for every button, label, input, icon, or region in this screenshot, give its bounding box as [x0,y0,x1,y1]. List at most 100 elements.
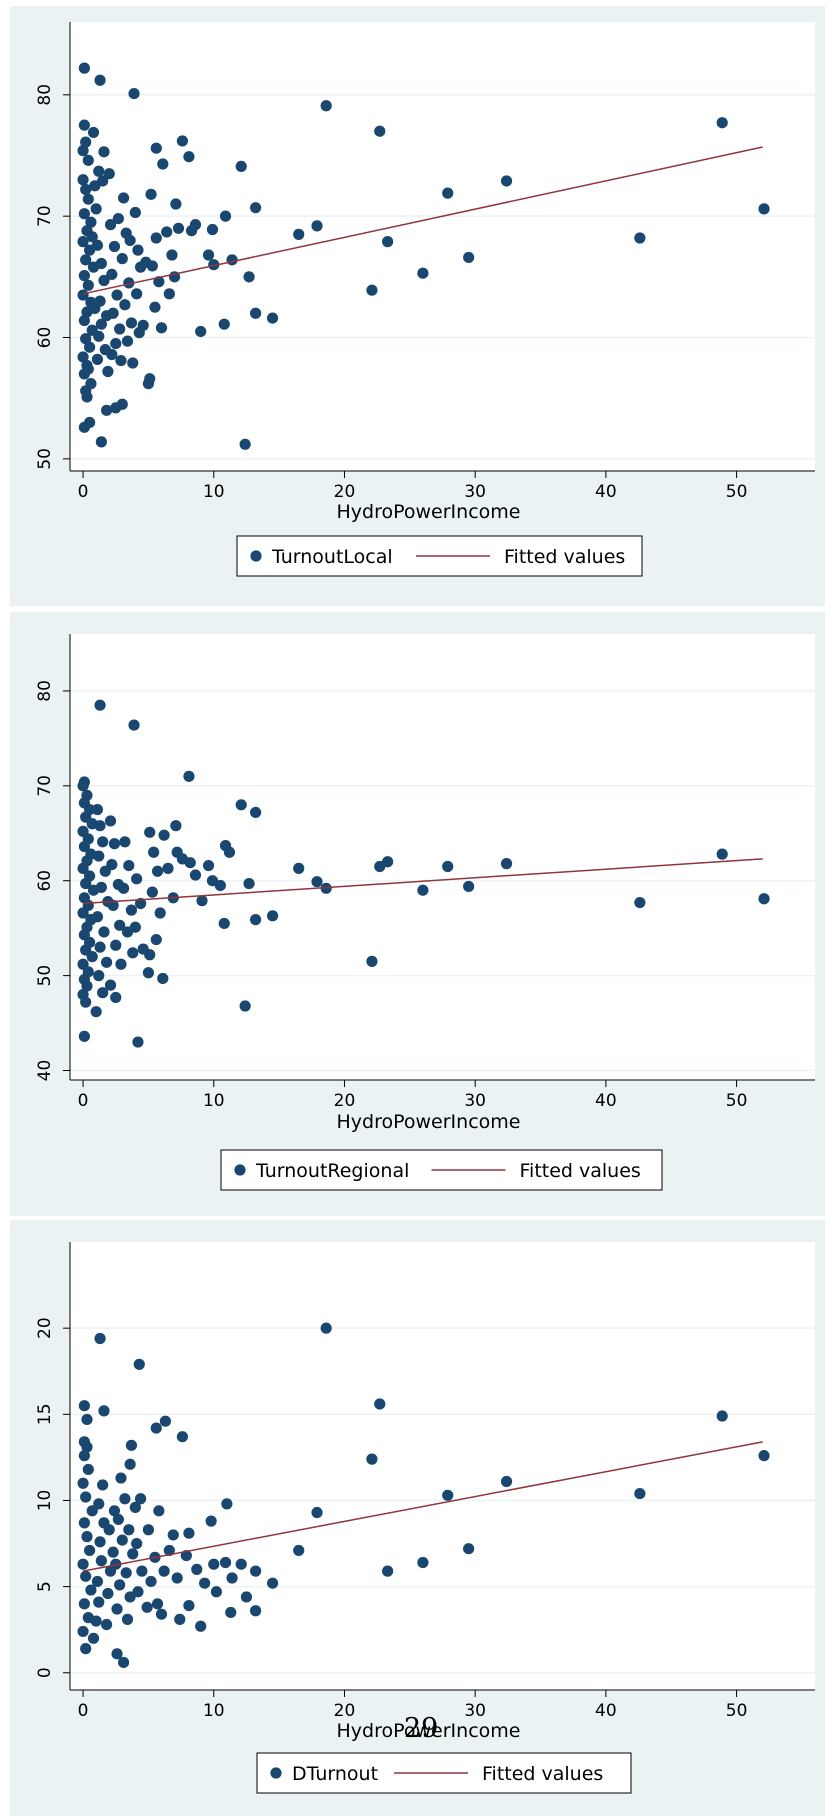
legend-label-fit: Fitted values [504,546,625,568]
data-point [311,220,323,232]
data-point [94,941,106,953]
legend-marker-points [270,1767,282,1779]
data-point [87,126,100,139]
data-point [77,289,89,301]
data-point [80,254,92,266]
data-point [129,921,141,933]
x-tick-label: 40 [595,482,617,502]
plot-area [70,1242,815,1690]
data-point [78,314,90,327]
data-point [417,1556,429,1569]
data-point [221,1498,233,1510]
data-point [78,119,90,131]
data-point [127,357,139,369]
data-point [78,62,90,74]
data-point [91,353,104,365]
data-point [442,860,454,873]
data-point [107,899,119,911]
scatter-plot-dturnout: 0 5 10 15 20 0 10 20 30 40 50 HydroPowerIncome DTurn… [35,1242,815,1794]
x-tick-label: 20 [334,482,356,502]
data-point [145,188,157,200]
data-point [100,404,113,416]
data-point [131,873,143,885]
data-point [98,1405,110,1417]
data-point [124,1458,136,1470]
data-point [93,330,105,342]
data-point [146,886,158,898]
x-tick-label: 50 [726,482,748,502]
data-point [716,1410,728,1422]
data-point [119,299,131,311]
data-point [93,165,105,177]
data-point [106,858,118,871]
data-point [500,175,513,187]
data-point [94,699,106,711]
data-point [148,846,160,858]
y-tick-label: 5 [35,1581,55,1592]
data-point [293,862,305,874]
data-point [235,1558,247,1570]
data-point [189,219,202,231]
x-tick-label: 0 [78,1091,89,1111]
data-point [110,337,122,350]
data-point [176,1431,189,1443]
data-point [81,1531,93,1543]
y-tick-label: 80 [35,84,55,106]
data-point [158,1565,170,1577]
data-point [239,438,251,450]
data-point [125,317,138,329]
data-point [82,193,94,205]
data-point [129,206,141,219]
data-point [127,947,139,959]
x-tick-label: 10 [203,482,225,502]
data-point [157,972,169,985]
data-point [235,799,247,811]
data-point [87,1632,100,1644]
x-axis-title: HydroPowerIncome [337,501,521,523]
data-point [249,806,262,818]
data-point [172,222,185,234]
data-point [758,893,770,905]
data-point [366,1453,378,1465]
data-point [119,1493,131,1505]
data-point [382,236,394,248]
data-point [121,335,134,347]
data-point [243,271,255,283]
data-point [205,1515,217,1527]
data-point [142,378,155,390]
data-point [103,168,115,180]
data-point [183,1527,195,1539]
data-point [195,325,207,338]
data-point [82,279,94,291]
data-point [114,323,126,335]
data-point [112,212,124,225]
data-point [442,1489,454,1501]
y-tick-label: 80 [35,680,55,702]
data-point [77,351,89,363]
x-tick-label: 0 [78,482,89,502]
data-point [150,1422,162,1434]
x-tick-label: 30 [464,482,486,502]
legend-label-points: DTurnout [292,1763,378,1785]
data-point [154,907,166,919]
y-tick-label: 20 [35,1317,55,1339]
data-point [311,876,323,888]
data-point [78,1598,90,1610]
legend-marker-points [234,1164,246,1176]
data-point [374,860,386,873]
data-point [123,859,135,872]
data-point [500,1475,513,1488]
data-point [78,270,90,282]
data-point [417,884,429,896]
data-point [150,142,162,154]
data-point [117,1656,130,1669]
data-point [110,991,122,1004]
data-point [85,216,97,228]
data-point [80,1491,92,1503]
data-point [107,307,119,319]
data-point [155,1608,168,1620]
y-tick-label: 10 [35,1490,55,1512]
data-point [98,926,110,938]
data-point [249,307,262,319]
chart-panel-dturnout: 0 5 10 15 20 0 10 20 30 40 50 HydroPowerIncome DTurn… [10,1220,825,1816]
